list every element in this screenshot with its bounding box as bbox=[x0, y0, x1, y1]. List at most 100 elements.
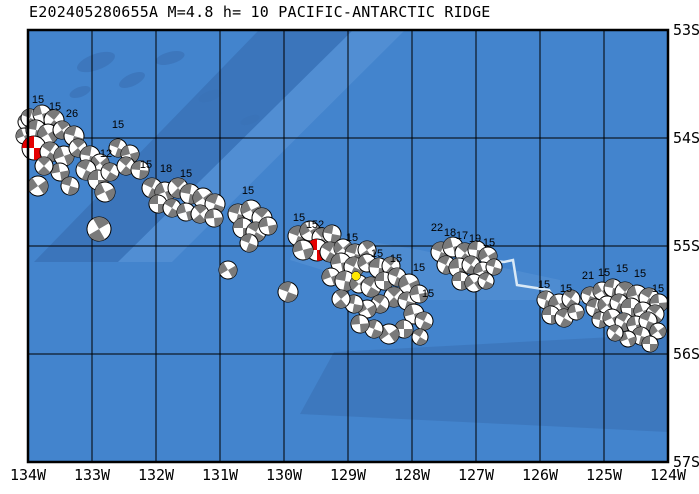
beachball-quadrants bbox=[365, 320, 383, 338]
map-frame-border bbox=[26, 28, 670, 464]
depth-label: 18 bbox=[160, 163, 172, 175]
lon-label: 134W bbox=[10, 466, 47, 484]
beachball-quadrants bbox=[121, 145, 139, 163]
beachball-quadrants bbox=[247, 222, 265, 242]
focal-mechanism-beachball bbox=[176, 202, 196, 222]
focal-mechanism-beachball bbox=[619, 330, 637, 348]
beachball-quadrants bbox=[205, 209, 223, 227]
beachball-quadrants bbox=[131, 161, 149, 179]
beachball-quadrants bbox=[38, 125, 58, 143]
depth-label: 15 bbox=[32, 94, 44, 106]
lon-label: 132W bbox=[138, 466, 175, 484]
beachball-quadrants bbox=[395, 320, 413, 338]
depth-label: 152 bbox=[306, 219, 324, 231]
beachball-quadrants bbox=[375, 272, 393, 290]
beachball-quadrants bbox=[415, 312, 433, 330]
lon-label: 126W bbox=[522, 466, 559, 484]
beachball-quadrants bbox=[119, 157, 133, 175]
beachball-quadrants bbox=[28, 177, 48, 195]
focal-mechanism-beachball bbox=[561, 289, 581, 309]
beachball-quadrants bbox=[259, 217, 277, 235]
beachball-quadrants bbox=[568, 304, 584, 320]
depth-label: 19 bbox=[469, 233, 481, 245]
beachball-quadrants bbox=[102, 163, 118, 181]
lon-label: 127W bbox=[458, 466, 495, 484]
depth-label: 15 bbox=[560, 283, 572, 295]
lat-label: 53S bbox=[673, 21, 699, 39]
beachball-quadrants bbox=[478, 273, 494, 289]
lon-label: 131W bbox=[202, 466, 239, 484]
beachball-quadrants bbox=[51, 163, 69, 181]
focal-mechanism-beachball bbox=[130, 160, 150, 180]
focal-mechanism-beachball bbox=[485, 258, 503, 276]
depth-label: 15 bbox=[422, 288, 434, 300]
lon-label: 129W bbox=[330, 466, 367, 484]
beachball-quadrants bbox=[323, 225, 341, 243]
depth-label: 26 bbox=[66, 108, 78, 120]
focal-mechanism-beachball bbox=[60, 176, 80, 196]
beachball-quadrants bbox=[642, 336, 658, 352]
epicenter-marker bbox=[351, 271, 361, 281]
depth-label: 15 bbox=[652, 283, 664, 295]
beachball-quadrants bbox=[410, 285, 428, 303]
depth-label: 15 bbox=[346, 232, 358, 244]
beachball-quadrants bbox=[193, 205, 207, 223]
lon-label: 133W bbox=[74, 466, 111, 484]
bathymetry-polygon bbox=[300, 334, 668, 432]
focal-mechanism-beachball bbox=[409, 284, 429, 304]
focal-mechanism-beachball bbox=[322, 224, 342, 244]
focal-mechanism-beachball bbox=[277, 281, 299, 303]
beachball-layer bbox=[15, 104, 669, 353]
beachball-quadrants bbox=[563, 290, 579, 308]
lon-label: 125W bbox=[586, 466, 623, 484]
seamount-blob bbox=[69, 85, 91, 99]
depth-label: 15 bbox=[538, 279, 550, 291]
focal-mechanism-beachball bbox=[567, 303, 585, 321]
lon-label: 128W bbox=[394, 466, 431, 484]
beachball-quadrants bbox=[386, 287, 402, 307]
depth-label: 15 bbox=[371, 248, 383, 260]
focal-mechanism-beachball bbox=[204, 208, 224, 228]
beachball-quadrants bbox=[88, 217, 110, 241]
focal-mechanism-beachball bbox=[606, 324, 624, 342]
depth-label: 15 bbox=[242, 185, 254, 197]
focal-mechanism-beachball bbox=[477, 272, 495, 290]
beachball-quadrants bbox=[556, 309, 572, 327]
focal-mechanism-beachball bbox=[258, 216, 278, 236]
depth-label: 15 bbox=[634, 268, 646, 280]
focal-mechanism-beachball bbox=[411, 328, 429, 346]
beachball-quadrants bbox=[219, 262, 237, 278]
beachball-quadrants bbox=[37, 157, 51, 175]
depth-label: 15 bbox=[180, 168, 192, 180]
beachball-quadrants bbox=[592, 312, 608, 328]
depth-label: 15 bbox=[413, 262, 425, 274]
focal-mechanism-beachball bbox=[218, 260, 238, 280]
beachball-quadrants bbox=[54, 121, 70, 139]
focal-mechanism-beachball bbox=[34, 156, 54, 176]
map-title: E202405280655A M=4.8 h= 10 PACIFIC-ANTAR… bbox=[29, 3, 491, 21]
beachball-quadrants bbox=[155, 182, 175, 202]
focal-mechanism-beachball bbox=[27, 175, 49, 197]
beachball-quadrants bbox=[620, 331, 636, 347]
lat-label: 55S bbox=[673, 237, 699, 255]
beachball-quadrants bbox=[372, 295, 388, 313]
beachball-quadrants bbox=[149, 195, 167, 213]
focal-mechanism-beachball bbox=[378, 323, 400, 345]
focal-mechanism-beachball bbox=[292, 239, 314, 261]
depth-label: 15 bbox=[483, 237, 495, 249]
beachball-quadrants bbox=[413, 329, 427, 345]
focal-mechanism-beachball bbox=[364, 319, 384, 339]
depth-label: 15 bbox=[49, 101, 61, 113]
depth-label: 17 bbox=[456, 230, 468, 242]
focal-mechanism-beachball bbox=[331, 289, 351, 309]
beachball-quadrants bbox=[362, 277, 380, 297]
focal-mechanism-beachball bbox=[239, 233, 259, 253]
seamount-blob bbox=[77, 51, 115, 73]
seamount-blob bbox=[155, 51, 185, 65]
beachball-quadrants bbox=[293, 240, 313, 260]
focal-mechanism-beachball bbox=[641, 335, 659, 353]
seamount-blob bbox=[240, 114, 260, 126]
focal-mechanism-beachball bbox=[100, 162, 120, 182]
